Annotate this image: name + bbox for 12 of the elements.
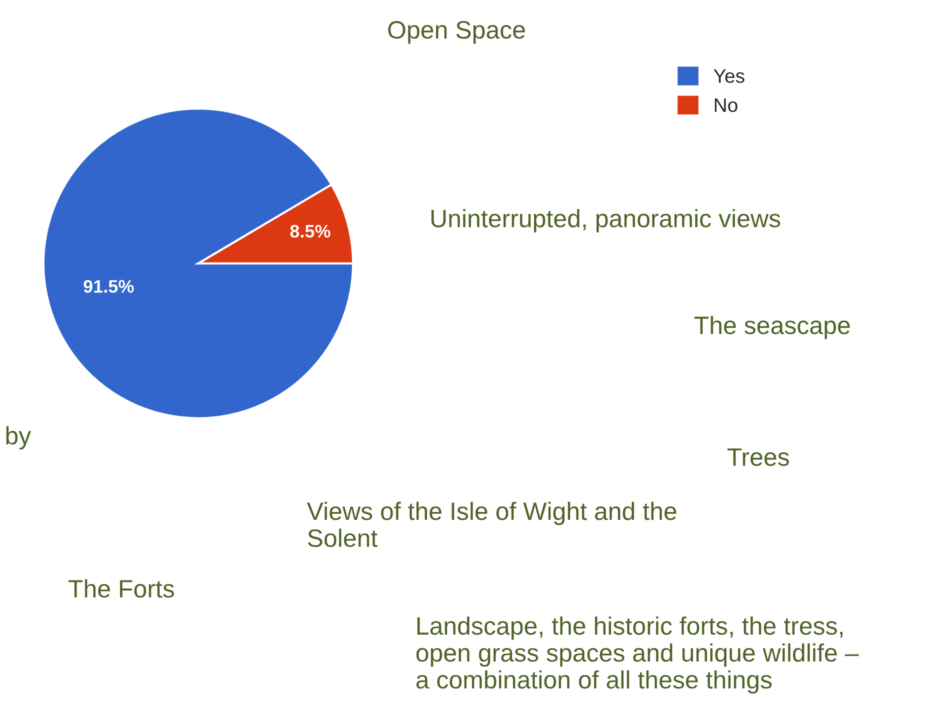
text: Open Space <box>388 21 525 44</box>
text: Uninterrupted, panoramic views <box>431 209 780 232</box>
data-label: 8.5% <box>290 224 330 238</box>
text: by <box>6 426 32 450</box>
legend-label: Yes <box>714 69 744 83</box>
data-label: 91.5% <box>84 280 134 293</box>
legend-label: No <box>714 98 738 112</box>
text: Trees <box>727 448 789 466</box>
text: Views of the Isle of Wight and the Solent <box>306 502 676 548</box>
text: The seascape <box>694 316 850 340</box>
text: The Forts <box>68 579 174 598</box>
text: Landscape, the historic forts, the tress, open grass spaces and unique wildlife – a combination of all these things <box>416 616 859 694</box>
